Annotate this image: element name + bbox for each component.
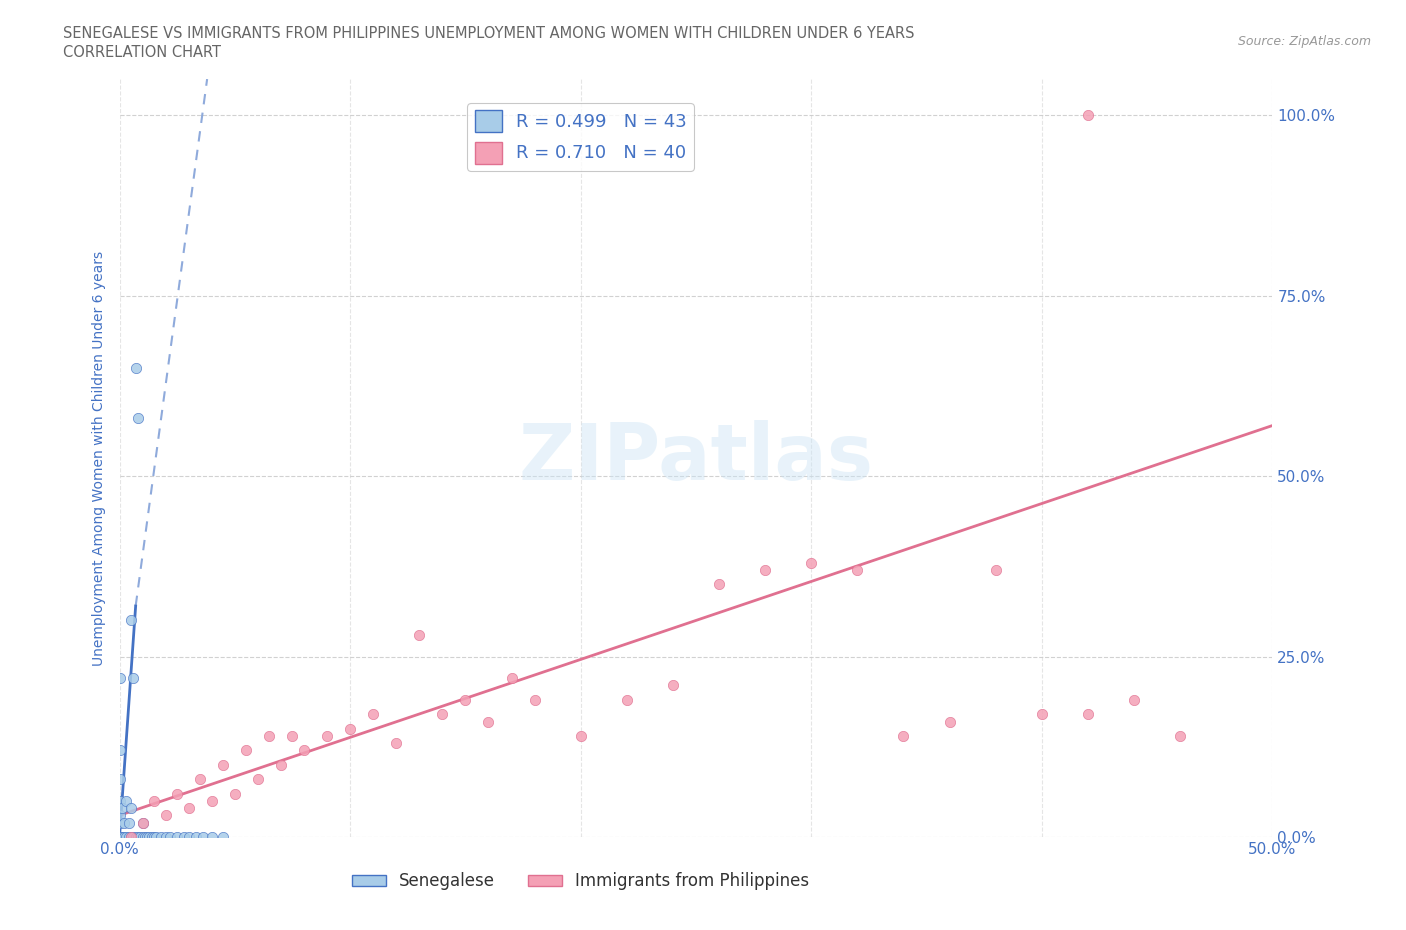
Point [846, 563, 869, 578]
Point [212, 830, 235, 844]
Point [115, 830, 138, 844]
Point [188, 772, 211, 787]
Point [385, 736, 408, 751]
Point [292, 743, 315, 758]
Point [201, 830, 224, 844]
Point [224, 786, 246, 801]
Point [127, 411, 149, 426]
Point [212, 757, 235, 772]
Point [120, 801, 142, 816]
Point [938, 714, 960, 729]
Point [118, 830, 141, 844]
Point [131, 830, 153, 844]
Point [477, 714, 499, 729]
Point [108, 772, 131, 787]
Point [145, 830, 167, 844]
Point [246, 772, 269, 787]
Point [166, 786, 188, 801]
Point [984, 563, 1007, 578]
Legend: Senegalese, Immigrants from Philippines: Senegalese, Immigrants from Philippines [346, 866, 815, 897]
Point [111, 830, 134, 844]
Point [361, 707, 384, 722]
Point [569, 728, 592, 743]
Point [143, 830, 166, 844]
Text: Source: ZipAtlas.com: Source: ZipAtlas.com [1237, 35, 1371, 48]
Point [454, 693, 477, 708]
Point [1123, 693, 1146, 708]
Point [281, 728, 304, 743]
Point [108, 808, 131, 823]
Point [166, 830, 188, 844]
Point [131, 815, 153, 830]
Point [173, 830, 195, 844]
Point [122, 671, 145, 685]
Point [1077, 108, 1099, 123]
Point [134, 830, 156, 844]
Text: CORRELATION CHART: CORRELATION CHART [63, 45, 221, 60]
Point [501, 671, 523, 685]
Point [177, 801, 200, 816]
Point [143, 793, 166, 808]
Point [108, 815, 131, 830]
Point [108, 830, 131, 844]
Point [120, 830, 142, 844]
Point [108, 830, 131, 844]
Point [108, 671, 131, 685]
Point [108, 793, 131, 808]
Text: SENEGALESE VS IMMIGRANTS FROM PHILIPPINES UNEMPLOYMENT AMONG WOMEN WITH CHILDREN: SENEGALESE VS IMMIGRANTS FROM PHILIPPINE… [63, 26, 915, 41]
Point [111, 801, 134, 816]
Point [122, 830, 145, 844]
Point [1031, 707, 1053, 722]
Point [120, 830, 142, 844]
Point [108, 743, 131, 758]
Point [108, 830, 131, 844]
Text: ZIPatlas: ZIPatlas [519, 420, 873, 496]
Point [662, 678, 685, 693]
Point [136, 830, 159, 844]
Point [120, 613, 142, 628]
Point [159, 830, 181, 844]
Point [177, 830, 200, 844]
Point [124, 830, 146, 844]
Point [800, 555, 823, 570]
Point [112, 830, 135, 844]
Point [108, 830, 131, 844]
Point [129, 830, 152, 844]
Point [108, 830, 131, 844]
Point [316, 728, 339, 743]
Y-axis label: Unemployment Among Women with Children Under 6 years: Unemployment Among Women with Children U… [93, 250, 107, 666]
Point [616, 693, 638, 708]
Point [235, 743, 257, 758]
Point [201, 793, 224, 808]
Point [115, 793, 138, 808]
Point [1077, 707, 1099, 722]
Point [339, 722, 361, 737]
Point [408, 628, 430, 643]
Point [707, 577, 730, 591]
Point [155, 830, 177, 844]
Point [432, 707, 454, 722]
Point [754, 563, 776, 578]
Point [118, 815, 141, 830]
Point [259, 728, 281, 743]
Point [893, 728, 915, 743]
Point [131, 815, 153, 830]
Point [141, 830, 163, 844]
Point [191, 830, 214, 844]
Point [112, 815, 135, 830]
Point [127, 830, 149, 844]
Point [270, 757, 292, 772]
Point [150, 830, 173, 844]
Point [1168, 728, 1191, 743]
Point [138, 830, 160, 844]
Point [184, 830, 207, 844]
Point [155, 808, 177, 823]
Point [523, 693, 546, 708]
Point [124, 360, 146, 375]
